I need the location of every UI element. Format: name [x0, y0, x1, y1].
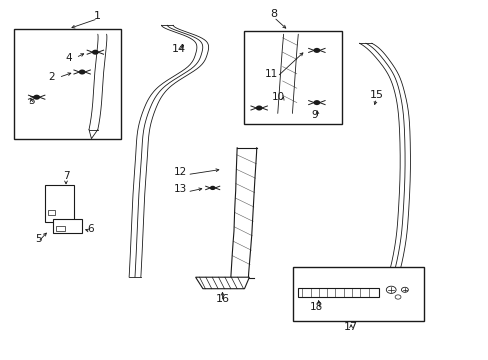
Text: 10: 10 — [272, 92, 285, 102]
Bar — [244, 31, 342, 124]
Polygon shape — [195, 277, 249, 289]
Text: 5: 5 — [35, 234, 41, 244]
Text: 7: 7 — [62, 171, 69, 181]
Bar — [293, 267, 424, 321]
Bar — [14, 29, 121, 139]
Text: 11: 11 — [264, 69, 278, 79]
Circle shape — [313, 48, 320, 53]
Bar — [56, 226, 64, 231]
Bar — [45, 185, 74, 222]
Bar — [53, 219, 82, 233]
Text: 15: 15 — [369, 90, 383, 100]
Text: 2: 2 — [48, 72, 55, 82]
Text: 1: 1 — [94, 11, 101, 21]
Text: 9: 9 — [310, 110, 317, 120]
Circle shape — [313, 100, 320, 105]
Circle shape — [33, 95, 40, 100]
Text: 12: 12 — [173, 167, 186, 177]
Text: 13: 13 — [173, 184, 186, 194]
Circle shape — [255, 105, 262, 111]
Text: 6: 6 — [87, 224, 94, 234]
Circle shape — [209, 186, 215, 190]
Text: 16: 16 — [215, 294, 229, 304]
Text: 14: 14 — [171, 44, 185, 54]
Circle shape — [79, 69, 85, 75]
Text: 4: 4 — [65, 53, 72, 63]
Bar — [48, 210, 55, 215]
Circle shape — [92, 50, 99, 55]
Text: 3: 3 — [28, 96, 35, 106]
Text: 18: 18 — [309, 302, 323, 312]
Text: 17: 17 — [344, 321, 357, 332]
Bar — [298, 288, 378, 297]
Text: 8: 8 — [270, 9, 277, 19]
